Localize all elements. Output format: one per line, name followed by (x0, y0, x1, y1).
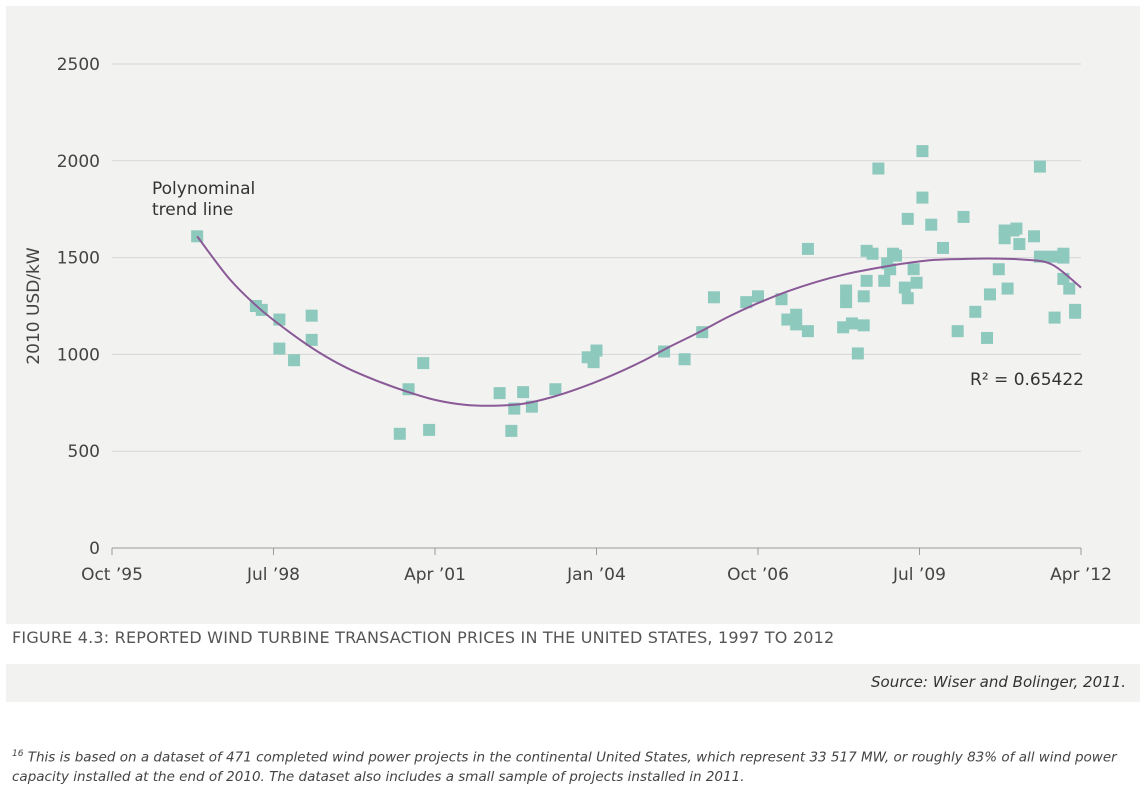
data-point (981, 331, 994, 344)
data-point (1010, 222, 1023, 235)
data-point (288, 354, 301, 367)
data-point (951, 325, 964, 338)
data-point (1045, 250, 1058, 263)
data-point (752, 290, 764, 303)
y-axis-label: 2010 USD/kW (24, 247, 44, 365)
data-point (916, 145, 929, 158)
source-bar: Source: Wiser and Bolinger, 2011. (6, 664, 1140, 702)
data-point (587, 356, 600, 369)
footnote-text: This is based on a dataset of 471 comple… (12, 749, 1117, 785)
data-point (1001, 282, 1014, 295)
data-point (1057, 251, 1070, 264)
y-tick-label: 2500 (57, 55, 100, 75)
x-tick-label: Jul ’98 (246, 565, 300, 585)
data-point (901, 292, 914, 305)
data-point (273, 342, 286, 355)
x-tick-label: Oct ’06 (727, 565, 789, 585)
data-point (840, 296, 853, 309)
data-point (790, 308, 803, 321)
footnote: 16 This is based on a dataset of 471 com… (12, 745, 1122, 787)
data-point (1063, 282, 1076, 295)
data-point (857, 319, 870, 332)
data-point (872, 162, 885, 175)
y-tick-label: 2000 (57, 152, 100, 172)
data-point (790, 318, 803, 331)
data-point (878, 274, 891, 287)
figure-caption: FIGURE 4.3: REPORTED WIND TURBINE TRANSA… (12, 628, 835, 647)
data-point (493, 387, 506, 400)
data-point (549, 383, 562, 396)
data-point (393, 427, 406, 440)
data-point (851, 347, 864, 360)
footnote-marker: 16 (12, 749, 24, 759)
data-point (1069, 306, 1082, 319)
data-point (957, 210, 970, 223)
x-tick-label: Oct ’95 (81, 565, 143, 585)
data-point (775, 293, 788, 306)
data-point (740, 296, 753, 309)
trend-annotation-line: Polynominal (152, 179, 255, 199)
y-tick-label: 1000 (57, 345, 100, 365)
data-point (505, 424, 518, 437)
data-point (590, 344, 603, 357)
data-point (801, 242, 814, 255)
data-point (840, 284, 853, 297)
data-point (866, 247, 879, 260)
data-point (1013, 238, 1026, 251)
data-point (1033, 250, 1046, 263)
source-text: Source: Wiser and Bolinger, 2011. (871, 673, 1126, 691)
trend-annotation-line: trend line (152, 200, 233, 220)
data-point (305, 309, 318, 322)
data-point (305, 333, 318, 346)
y-tick-label: 0 (89, 539, 100, 559)
scatter-chart: 0 500 1000 1500 2000 2500 Oct ’95 Jul ’98 Apr ’0… (24, 55, 1112, 585)
data-point (916, 191, 929, 204)
data-point (857, 290, 870, 303)
data-point (423, 423, 436, 436)
data-point (860, 274, 873, 287)
data-point (678, 353, 691, 366)
data-point (907, 263, 920, 276)
x-tick-label: Apr ’01 (404, 565, 466, 585)
data-point (983, 288, 996, 301)
data-point (1048, 311, 1061, 324)
chart-panel: 0 500 1000 1500 2000 2500 Oct ’95 Jul ’98 Apr ’0… (6, 6, 1140, 624)
y-tick-label: 500 (68, 442, 100, 462)
data-point (1033, 160, 1046, 173)
data-point (969, 305, 982, 318)
x-tick-label: Jul ’09 (892, 565, 946, 585)
data-point (517, 386, 530, 399)
trend-annotation: Polynominal trend line (152, 179, 255, 220)
data-point (910, 276, 923, 289)
data-point (936, 241, 949, 254)
x-tick-label: Jan ’04 (566, 565, 626, 585)
data-point (901, 212, 914, 225)
trend-line (196, 235, 1082, 407)
r-squared-label: R² = 0.65422 (970, 370, 1084, 390)
data-point (890, 249, 903, 262)
data-point (707, 291, 720, 304)
y-tick-label: 1500 (57, 249, 100, 269)
data-point (417, 357, 430, 370)
data-point (801, 325, 814, 338)
data-point (898, 281, 911, 294)
x-tick-label: Apr ’12 (1050, 565, 1112, 585)
data-point (992, 263, 1005, 276)
data-point (1028, 230, 1041, 243)
data-point (925, 218, 938, 231)
data-point (845, 317, 858, 330)
